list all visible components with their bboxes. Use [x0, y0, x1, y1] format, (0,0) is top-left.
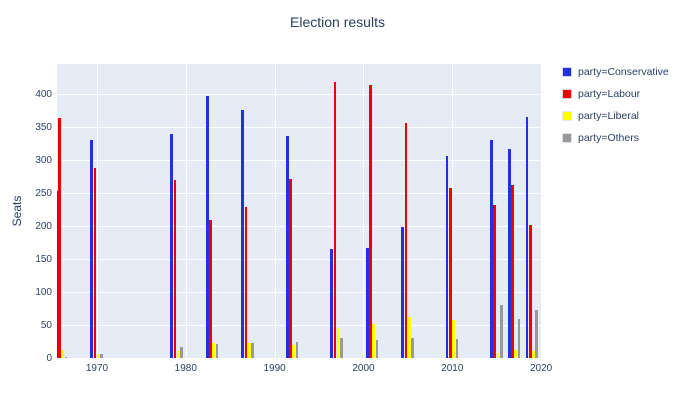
bar-labour-1997 — [333, 81, 337, 358]
bar-others-1983 — [215, 344, 219, 358]
plot-area — [57, 64, 542, 358]
bar-conservative-1979 — [170, 134, 174, 358]
bar-others-1970 — [100, 354, 103, 358]
legend-swatch-icon — [562, 67, 572, 77]
bar-labour-2005 — [404, 123, 408, 358]
bar-labour-2001 — [369, 85, 372, 358]
bar-labour-2019 — [528, 224, 532, 358]
chart-title: Election results — [290, 14, 385, 30]
legend-label: party=Others — [578, 132, 639, 144]
bar-conservative-1987 — [241, 109, 245, 358]
y-gridline — [57, 225, 542, 227]
bar-others-1987 — [251, 342, 254, 358]
y-gridline — [57, 291, 542, 293]
x-gridline — [363, 64, 365, 358]
bar-liberal-1979 — [176, 350, 180, 358]
y-tick-label: 350 — [35, 121, 52, 133]
bar-others-1997 — [340, 338, 343, 358]
bar-conservative-1992 — [285, 136, 289, 358]
y-tick-label: 300 — [35, 154, 52, 166]
bar-conservative-2010 — [445, 155, 449, 358]
y-tick-label: 150 — [35, 253, 52, 265]
bar-others-2017 — [517, 319, 521, 358]
bar-liberal-1987 — [247, 343, 251, 358]
legend: party=Conservative party=Labour party=Libe… — [562, 66, 669, 144]
bar-labour-1983 — [209, 219, 212, 358]
bar-liberal-1966 — [61, 350, 65, 358]
bar-labour-2017 — [511, 184, 514, 358]
y-tick-label: 0 — [46, 353, 52, 364]
bar-labour-2010 — [449, 187, 452, 358]
x-gridline — [96, 64, 98, 358]
y-tick-label: 50 — [40, 319, 52, 331]
x-gridline — [541, 64, 542, 358]
x-gridline — [452, 64, 454, 358]
bar-labour-1987 — [244, 206, 248, 358]
bar-others-2001 — [375, 339, 379, 358]
bar-others-2010 — [455, 338, 459, 358]
legend-item-conservative[interactable]: party=Conservative — [562, 66, 669, 78]
x-tick-label: 1980 — [174, 363, 197, 374]
bar-liberal-2019 — [532, 350, 535, 358]
y-tick-label: 400 — [35, 88, 52, 100]
bar-conservative-1966 — [57, 190, 58, 358]
legend-item-others[interactable]: party=Others — [562, 132, 669, 144]
bar-liberal-1997 — [336, 327, 340, 358]
y-tick-label: 100 — [35, 286, 52, 298]
bar-conservative-2019 — [525, 116, 529, 358]
bar-liberal-2005 — [407, 317, 411, 358]
bar-conservative-1970 — [90, 139, 94, 358]
legend-item-labour[interactable]: party=Labour — [562, 88, 669, 100]
legend-label: party=Liberal — [578, 110, 639, 122]
bar-liberal-2010 — [452, 320, 455, 358]
bar-others-2019 — [535, 310, 539, 358]
bar-others-1979 — [180, 347, 183, 358]
bar-liberal-2017 — [514, 350, 518, 358]
bar-liberal-2015 — [496, 352, 500, 358]
bar-conservative-2001 — [365, 248, 369, 358]
legend-swatch-icon — [562, 89, 572, 99]
bar-liberal-1992 — [292, 344, 296, 358]
bar-labour-1979 — [173, 180, 177, 358]
x-tick-label: 2020 — [529, 363, 553, 374]
x-tick-label: 1970 — [85, 363, 109, 374]
bar-labour-1970 — [93, 167, 97, 358]
legend-swatch-icon — [562, 111, 572, 121]
y-gridline — [57, 159, 542, 161]
y-gridline — [57, 126, 542, 128]
y-gridline — [57, 93, 542, 95]
bar-liberal-1970 — [96, 354, 100, 358]
bar-labour-1966 — [58, 117, 61, 358]
legend-swatch-icon — [562, 133, 572, 143]
bar-conservative-2015 — [490, 139, 493, 358]
bar-others-2015 — [499, 305, 503, 358]
y-tick-label: 250 — [35, 187, 52, 199]
x-tick-label: 2010 — [441, 363, 464, 374]
bar-others-1966 — [64, 357, 68, 358]
x-tick-label: 2000 — [352, 363, 375, 374]
x-gridline — [274, 64, 276, 358]
legend-item-liberal[interactable]: party=Liberal — [562, 110, 669, 122]
y-gridline — [57, 192, 542, 194]
y-tick-label: 200 — [35, 220, 52, 232]
bar-others-2005 — [411, 337, 414, 358]
bar-liberal-1983 — [212, 342, 216, 358]
bar-conservative-1983 — [205, 95, 209, 358]
x-tick-label: 1990 — [263, 363, 286, 374]
bar-labour-1992 — [289, 178, 292, 358]
bar-liberal-2001 — [372, 323, 376, 358]
bar-labour-2015 — [493, 204, 497, 358]
bar-conservative-2017 — [507, 148, 511, 358]
bar-conservative-2005 — [401, 227, 405, 358]
y-gridline — [57, 324, 542, 326]
legend-label: party=Conservative — [578, 66, 669, 78]
bar-conservative-1997 — [330, 248, 333, 358]
x-gridline — [185, 64, 187, 358]
bar-others-1992 — [295, 342, 299, 358]
legend-label: party=Labour — [578, 88, 641, 100]
y-gridline — [57, 258, 542, 260]
